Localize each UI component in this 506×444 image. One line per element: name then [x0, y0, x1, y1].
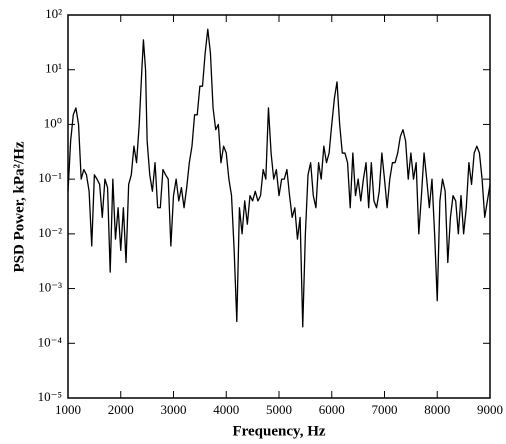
x-tick-label: 4000 — [213, 402, 239, 417]
x-axis-title: Frequency, Hz — [232, 423, 325, 439]
y-tick-label: 10⁻¹ — [38, 170, 62, 185]
x-tick-label: 5000 — [266, 402, 292, 417]
y-tick-label: 10⁻⁴ — [38, 334, 63, 349]
x-tick-label: 6000 — [319, 402, 345, 417]
x-tick-label: 2000 — [108, 402, 134, 417]
x-tick-label: 3000 — [161, 402, 187, 417]
y-tick-label: 10⁻⁵ — [38, 389, 62, 404]
psd-line — [67, 28, 491, 328]
x-tick-label: 9000 — [477, 402, 503, 417]
y-axis-title: PSD Power, kPa²/Hz — [11, 141, 27, 272]
y-tick-label: 10⁰ — [44, 115, 62, 130]
plot-frame — [67, 14, 491, 399]
x-tick-label: 7000 — [372, 402, 398, 417]
y-tick-label: 10¹ — [45, 61, 62, 76]
x-tick-label: 1000 — [55, 402, 81, 417]
y-tick-label: 10⁻³ — [38, 280, 62, 295]
y-tick-label: 10² — [45, 6, 62, 21]
y-tick-label: 10⁻² — [38, 225, 62, 240]
x-tick-label: 8000 — [424, 402, 450, 417]
